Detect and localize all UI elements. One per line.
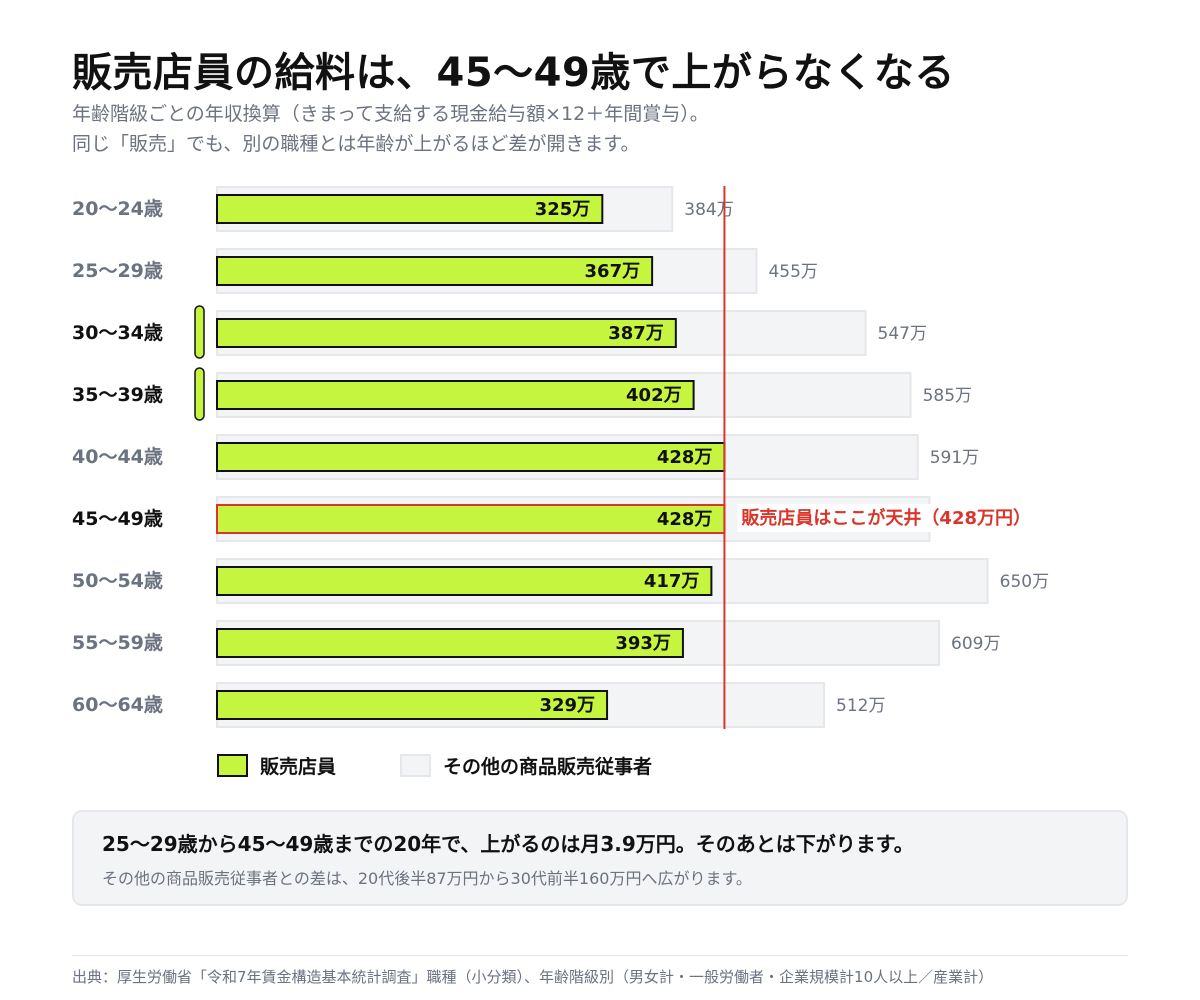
footer-divider [72, 955, 1128, 956]
value-label-sales: 402万 [626, 385, 682, 406]
bar-sales [216, 504, 726, 534]
bar-sales [216, 442, 726, 472]
legend-label-other: その他の商品販売従事者 [443, 756, 653, 778]
salary-bar-chart: 20〜24歳 325万 384万 25〜29歳 367万 455万 30〜34歳 387万 54… [72, 186, 1066, 729]
value-label-other: 585万 [923, 386, 972, 406]
category-label: 60〜64歳 [72, 694, 163, 716]
legend-item-other: その他の商品販売従事者 [400, 752, 652, 779]
annotation-background [737, 504, 1066, 532]
subtitle-line-1: 年齢階級ごとの年収換算（きまって支給する現金給与額×12＋年間賞与）。 [72, 103, 709, 125]
category-label: 35〜39歳 [72, 384, 163, 406]
bar-sales [216, 380, 695, 410]
category-label: 25〜29歳 [72, 260, 163, 282]
category-label: 20〜24歳 [72, 198, 163, 220]
ceiling-annotation: 販売店員はここが天井（428万円） [741, 507, 1031, 529]
bar-sales [216, 194, 604, 224]
page-title: 販売店員の給料は、45〜49歳で上がらなくなる [72, 50, 955, 96]
summary-main-text: 25〜29歳から45〜49歳までの20年で、上がるのは月3.9万円。そのあとは下… [102, 832, 914, 856]
category-label: 55〜59歳 [72, 632, 163, 654]
value-label-other: 591万 [930, 448, 979, 468]
category-label: 50〜54歳 [72, 570, 163, 592]
value-label-other: 547万 [878, 324, 927, 344]
value-label-sales: 329万 [539, 695, 595, 716]
value-label-sales: 387万 [608, 323, 664, 344]
value-label-sales: 428万 [657, 447, 713, 468]
subtitle-line-2: 同じ「販売」でも、別の職種とは年齢が上がるほど差が開きます。 [72, 133, 640, 155]
value-label-sales: 367万 [585, 261, 641, 282]
value-label-other: 512万 [836, 696, 885, 716]
bar-sales [216, 690, 609, 720]
value-label-other: 650万 [1000, 572, 1049, 592]
value-label-other: 609万 [951, 634, 1000, 654]
bar-sales [216, 628, 684, 658]
source-note: 出典：厚生労働省「令和7年賃金構造基本統計調査」職種（小分類）、年齢階級別（男女… [72, 968, 994, 986]
summary-box: 25〜29歳から45〜49歳までの20年で、上がるのは月3.9万円。そのあとは下… [72, 810, 1128, 906]
value-label-sales: 325万 [535, 199, 591, 220]
bar-sales [216, 256, 654, 286]
value-label-sales: 393万 [615, 633, 671, 654]
value-label-sales: 428万 [657, 509, 713, 530]
highlight-marker [194, 367, 205, 421]
bar-sales [216, 566, 713, 596]
legend-label-sales: 販売店員 [260, 756, 337, 778]
value-label-sales: 417万 [644, 571, 700, 592]
value-label-other: 455万 [768, 262, 817, 282]
category-label: 45〜49歳 [72, 508, 163, 530]
bar-sales [216, 318, 677, 348]
category-label: 30〜34歳 [72, 322, 163, 344]
summary-note-text: その他の商品販売従事者との差は、20代後半87万円から30代前半160万円へ広が… [102, 869, 752, 888]
legend-swatch-sales [217, 754, 248, 777]
value-label-other: 384万 [684, 200, 733, 220]
category-label: 40〜44歳 [72, 446, 163, 468]
legend-swatch-other [400, 754, 431, 777]
legend-item-sales: 販売店員 [217, 752, 336, 779]
highlight-marker [194, 305, 205, 359]
